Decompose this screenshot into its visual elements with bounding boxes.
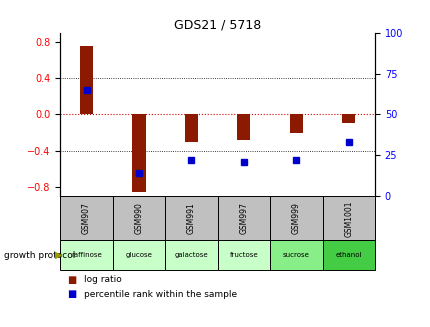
FancyBboxPatch shape <box>165 240 217 270</box>
Bar <box>132 114 145 192</box>
FancyBboxPatch shape <box>165 196 217 240</box>
Text: GSM997: GSM997 <box>239 202 248 234</box>
FancyBboxPatch shape <box>113 196 165 240</box>
Text: ▶: ▶ <box>55 250 62 260</box>
Text: galactose: galactose <box>174 252 208 258</box>
Text: GSM907: GSM907 <box>82 202 91 234</box>
FancyBboxPatch shape <box>322 196 374 240</box>
Bar <box>289 114 302 133</box>
Bar <box>80 46 93 114</box>
FancyBboxPatch shape <box>217 196 270 240</box>
Bar <box>184 114 197 142</box>
Text: GSM1001: GSM1001 <box>344 200 353 236</box>
FancyBboxPatch shape <box>60 240 113 270</box>
Text: ■: ■ <box>67 289 76 299</box>
Bar <box>341 114 354 123</box>
Text: GSM991: GSM991 <box>187 202 196 234</box>
FancyBboxPatch shape <box>322 240 374 270</box>
Text: ■: ■ <box>67 275 76 284</box>
Text: glucose: glucose <box>125 252 152 258</box>
FancyBboxPatch shape <box>113 240 165 270</box>
Text: sucrose: sucrose <box>282 252 309 258</box>
Text: raffinose: raffinose <box>71 252 102 258</box>
Text: fructose: fructose <box>229 252 258 258</box>
FancyBboxPatch shape <box>270 240 322 270</box>
FancyBboxPatch shape <box>270 196 322 240</box>
FancyBboxPatch shape <box>60 196 113 240</box>
FancyBboxPatch shape <box>217 240 270 270</box>
Text: GSM990: GSM990 <box>134 202 143 234</box>
Text: GSM999: GSM999 <box>291 202 300 234</box>
Text: percentile rank within the sample: percentile rank within the sample <box>84 290 236 299</box>
Bar <box>237 114 250 140</box>
Title: GDS21 / 5718: GDS21 / 5718 <box>174 19 261 31</box>
Text: ethanol: ethanol <box>335 252 361 258</box>
Text: growth protocol: growth protocol <box>4 250 76 260</box>
Text: log ratio: log ratio <box>84 275 122 284</box>
